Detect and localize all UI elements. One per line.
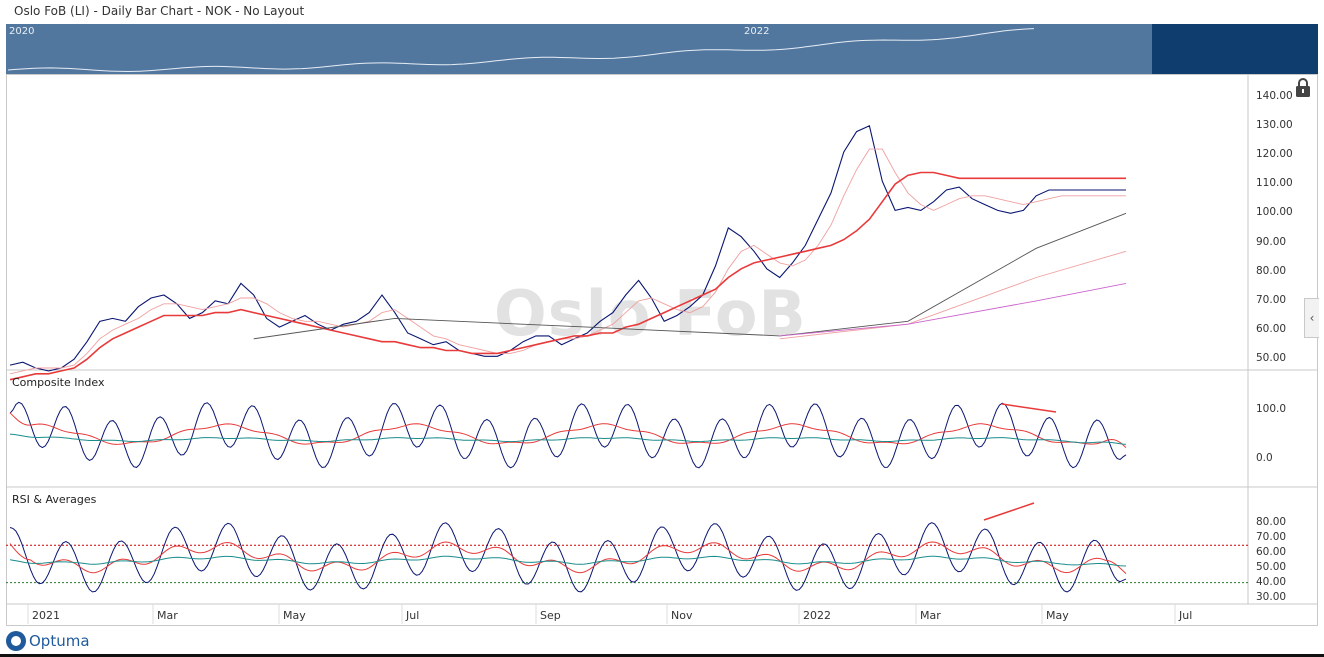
x-tick-label: 2021 <box>32 609 60 622</box>
rsi-label: RSI & Averages <box>12 493 97 506</box>
price-ytick: 50.00 <box>1256 352 1287 365</box>
optuma-logo: Optuma <box>6 630 90 652</box>
x-tick-label: Mar <box>157 609 178 622</box>
x-tick-label: Sep <box>540 609 561 622</box>
composite-index-label: Composite Index <box>12 376 105 389</box>
ci-slow-avg <box>9 433 1127 445</box>
navigator-window[interactable] <box>6 24 1152 74</box>
x-tick-label: May <box>1046 609 1069 622</box>
x-axis-ticks <box>27 604 1176 624</box>
price-ytick: 90.00 <box>1256 235 1287 248</box>
rsi-ytick: 70.00 <box>1256 530 1287 543</box>
rsi-divergence-line <box>983 502 1035 521</box>
bottom-bar <box>0 654 1324 657</box>
price-pane <box>9 125 1127 381</box>
watermark: Oslo FoB <box>494 277 807 350</box>
rsi-ytick: 30.00 <box>1256 590 1287 603</box>
collapse-panel-chevron-icon[interactable]: ‹ <box>1304 298 1319 338</box>
rsi-slow-avg <box>9 555 1127 567</box>
ci-ytick: 100.0 <box>1256 402 1287 415</box>
chart-frame[interactable] <box>6 74 1318 626</box>
rsi-line <box>9 522 1127 593</box>
price-ytick: 60.00 <box>1256 323 1287 336</box>
ci-fast-avg <box>9 412 1127 449</box>
price-ytick: 100.00 <box>1256 206 1293 219</box>
price-ytick: 140.00 <box>1256 89 1293 102</box>
ci-divergence-line <box>1001 403 1057 413</box>
navigator-year-right: 2022 <box>744 26 770 37</box>
price-ytick: 80.00 <box>1256 264 1287 277</box>
ma-long-salmon <box>779 250 1127 340</box>
ci-line <box>9 401 1127 469</box>
ci-ytick: 0.0 <box>1256 452 1273 465</box>
x-tick-label: 2022 <box>803 609 831 622</box>
optuma-logo-icon <box>6 631 26 651</box>
composite-index-pane <box>9 401 1127 469</box>
rsi-ytick: 50.00 <box>1256 560 1287 573</box>
logo-text: Optuma <box>29 632 90 650</box>
price-ytick: 120.00 <box>1256 147 1293 160</box>
x-tick-label: Mar <box>920 609 941 622</box>
rsi-ytick: 40.00 <box>1256 575 1287 588</box>
navigator-line <box>7 28 1035 73</box>
price-series-price <box>9 125 1126 372</box>
rsi-fast-avg <box>9 541 1127 574</box>
x-tick-label: Nov <box>671 609 693 622</box>
navigator-year-left: 2020 <box>9 26 35 37</box>
lock-icon[interactable] <box>1290 76 1316 100</box>
x-tick-label: Jul <box>1179 609 1193 622</box>
x-tick-label: Jul <box>406 609 420 622</box>
rsi-ytick: 80.00 <box>1256 515 1287 528</box>
rsi-ytick: 60.00 <box>1256 545 1287 558</box>
x-tick-label: May <box>283 609 306 622</box>
chart-title: Oslo FoB (LI) - Daily Bar Chart - NOK - … <box>14 4 305 18</box>
price-ytick: 110.00 <box>1256 177 1293 190</box>
ma-long-black <box>253 212 1127 340</box>
price-ytick: 130.00 <box>1256 118 1293 131</box>
date-navigator[interactable]: 2020 2022 <box>6 24 1318 74</box>
price-series-ma_mid <box>9 171 1126 381</box>
price-ytick: 70.00 <box>1256 293 1287 306</box>
rsi-pane <box>6 502 1248 593</box>
ma-long-pink <box>779 282 1127 337</box>
price-series-ma_fast <box>9 148 1126 375</box>
